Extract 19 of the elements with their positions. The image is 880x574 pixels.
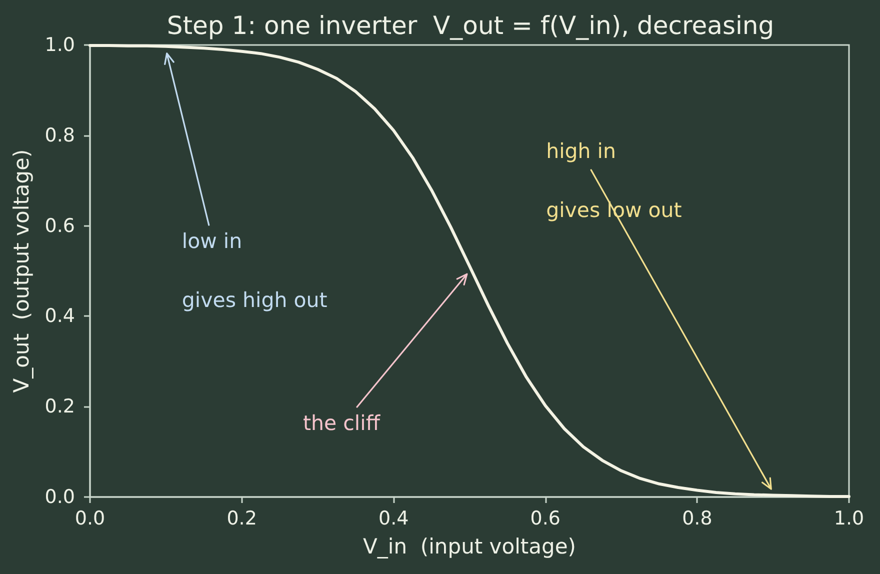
annotation: gives high out xyxy=(182,287,328,314)
y-tick-label: 0.0 xyxy=(44,486,75,508)
annotation: low in xyxy=(182,228,242,256)
y-tick-label: 0.6 xyxy=(44,214,75,237)
x-tick-label: 1.0 xyxy=(834,508,864,530)
annotation: the cliff xyxy=(303,410,380,438)
x-tick-label: 0.2 xyxy=(226,508,257,530)
x-axis-title: V_in (input voltage) xyxy=(363,534,576,558)
y-tick-label: 1.0 xyxy=(44,34,75,56)
y-tick-label: 0.4 xyxy=(44,305,75,328)
chart-title: Step 1: one inverter V_out = f(V_in), decreasing xyxy=(166,11,774,40)
x-tick-label: 0.6 xyxy=(530,508,561,530)
y-tick-label: 0.8 xyxy=(44,124,75,146)
x-tick-label: 0.8 xyxy=(682,508,712,530)
y-axis-title: V_out (output voltage) xyxy=(10,149,34,393)
x-tick-label: 0.0 xyxy=(74,508,106,530)
x-tick-label: 0.4 xyxy=(378,508,409,530)
annotation: high in xyxy=(546,138,616,166)
y-tick-label: 0.2 xyxy=(44,396,75,418)
